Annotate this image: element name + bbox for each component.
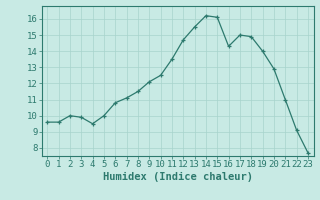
X-axis label: Humidex (Indice chaleur): Humidex (Indice chaleur) [103, 172, 252, 182]
